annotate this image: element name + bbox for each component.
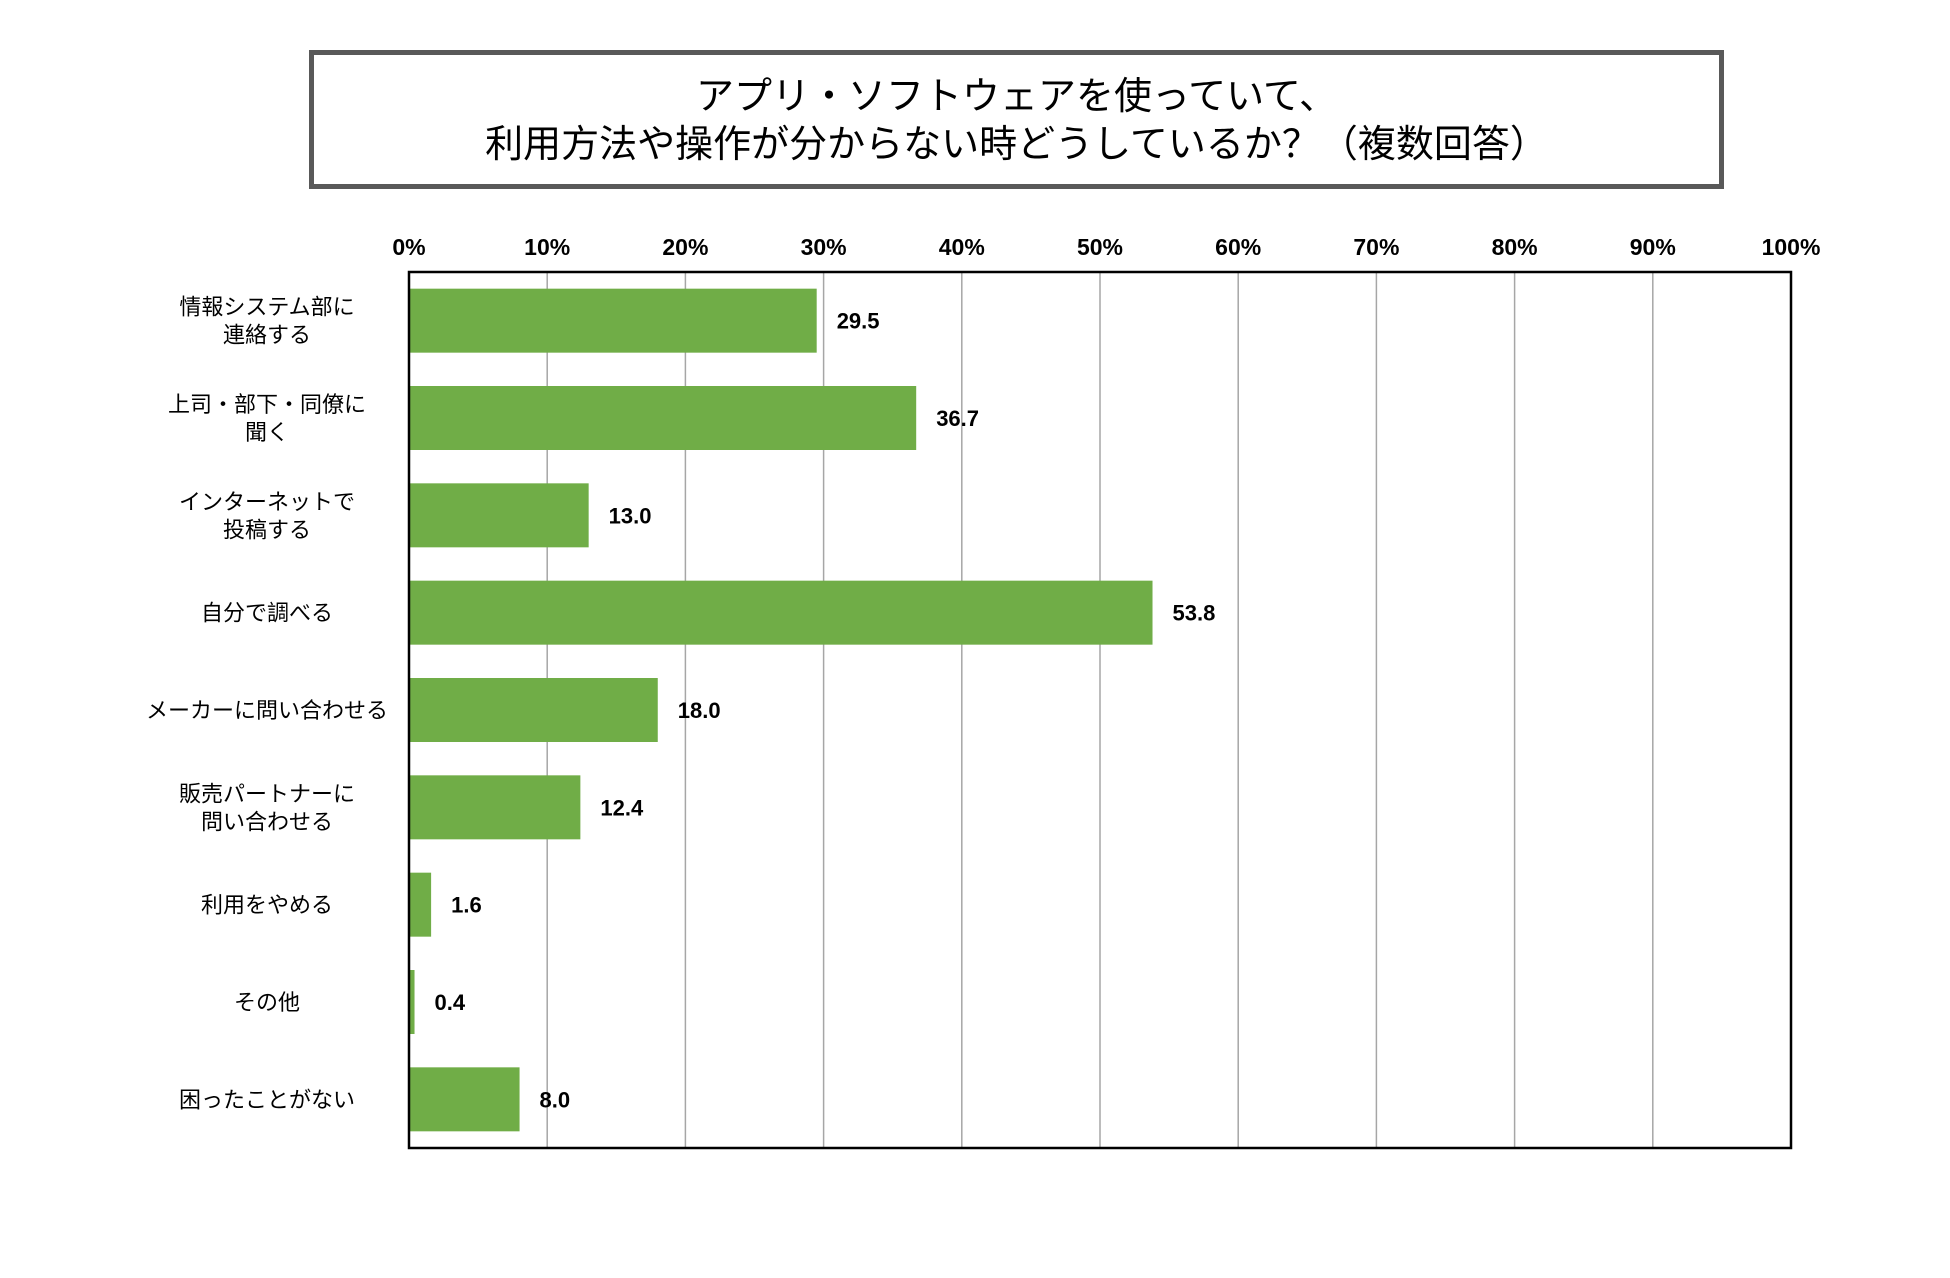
bar [409,288,817,353]
x-tick-label: 80% [1492,234,1538,260]
bar [409,970,415,1034]
bar [409,1067,520,1132]
bar [409,872,432,937]
x-tick-label: 50% [1077,234,1123,260]
x-tick-label: 30% [801,234,847,260]
data-label: 8.0 [540,1087,571,1112]
category-label: 自分で調べる [201,602,333,627]
x-tick-label: 0% [392,234,425,260]
x-tick-label: 90% [1630,234,1676,260]
bar [409,775,581,840]
chart-title-line-1: アプリ・ソフトウェアを使っていて、 [695,73,1338,118]
category-label: 上司・部下・同僚に聞く [168,393,366,446]
category-label: 販売パートナーに問い合わせる [179,782,355,835]
category-label: インターネットで投稿する [179,490,355,543]
x-tick-label: 60% [1215,234,1261,260]
category-label: 情報システム部に連絡する [179,296,354,349]
category-label: 困ったことがない [179,1088,355,1113]
category-label: 利用をやめる [201,894,333,919]
x-tick-label: 20% [662,234,708,260]
data-label: 18.0 [678,698,721,723]
data-label: 1.6 [451,893,482,918]
bar [409,580,1153,645]
x-tick-label: 40% [939,234,985,260]
data-label: 0.4 [435,990,466,1015]
plot-frame [407,270,1793,1150]
chart-title-line-2: 利用方法や操作が分からない時どうしているか？（複数回答） [485,121,1548,166]
data-label: 53.8 [1173,601,1216,626]
chart-title-box: アプリ・ソフトウェアを使っていて、 利用方法や操作が分からない時どうしているか？… [309,50,1724,189]
category-label: その他 [234,991,300,1016]
x-tick-label: 10% [524,234,570,260]
data-label: 13.0 [609,503,652,528]
x-tick-label: 70% [1353,234,1399,260]
bar [409,483,589,548]
bar [409,678,658,742]
x-tick-label: 100% [1762,234,1821,260]
data-label: 29.5 [837,309,880,334]
data-label: 12.4 [600,795,644,820]
bar [409,386,917,450]
data-label: 36.7 [936,406,979,431]
category-label: メーカーに問い合わせる [146,699,388,724]
